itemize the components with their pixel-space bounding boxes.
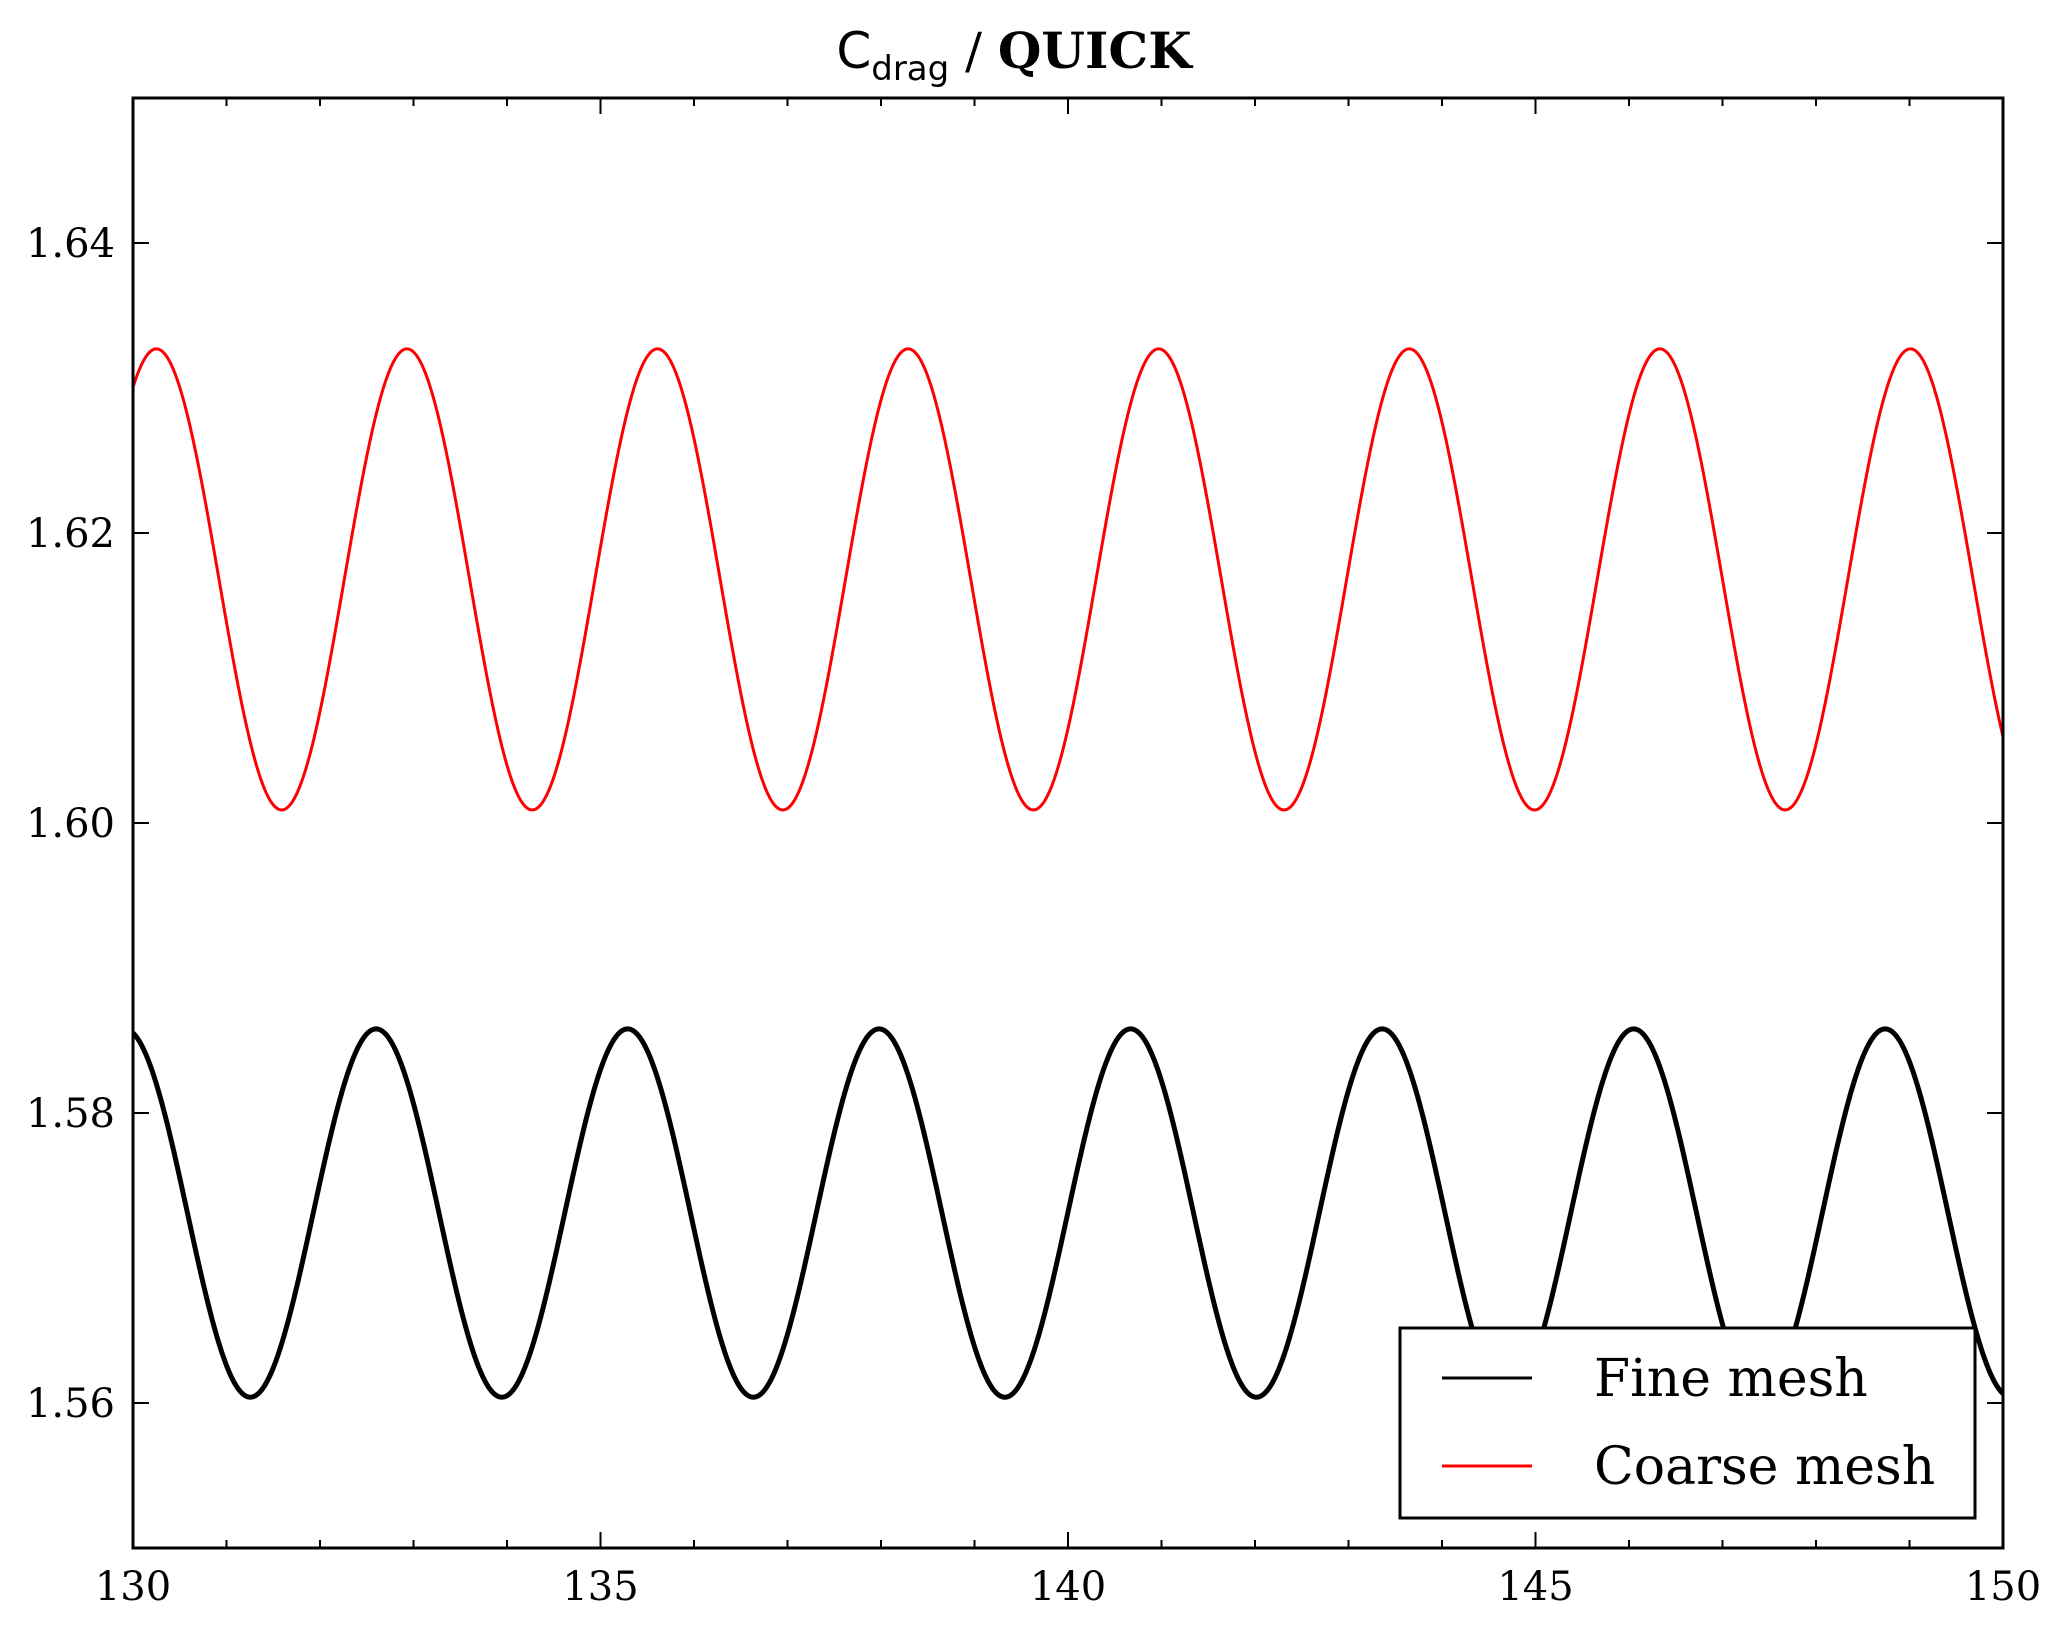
legend: Fine mesh Coarse mesh bbox=[1398, 1326, 1977, 1520]
tick-labels-layer: 130 135 140 145 150 1.56 1.58 1.60 1.62 1.64 bbox=[26, 221, 2041, 1610]
series-layer bbox=[133, 347, 2003, 1400]
chart-title-scheme: QUICK bbox=[998, 21, 1193, 80]
x-tick-label: 150 bbox=[1965, 1564, 2041, 1610]
series-line-fine-mesh bbox=[133, 1026, 2003, 1400]
x-tick-label: 140 bbox=[1030, 1564, 1106, 1610]
chart-title-subscript: drag bbox=[871, 49, 949, 89]
legend-box bbox=[1398, 1326, 1977, 1520]
y-tick-label: 1.60 bbox=[26, 801, 115, 847]
plot-frame bbox=[131, 96, 2005, 1550]
legend-label-fine-mesh: Fine mesh bbox=[1594, 1349, 1868, 1409]
series-line-coarse-mesh bbox=[133, 347, 2003, 812]
x-tick-label: 145 bbox=[1497, 1564, 1573, 1610]
y-tick-label: 1.64 bbox=[26, 221, 115, 267]
y-tick-label: 1.62 bbox=[26, 511, 115, 557]
chart-title-separator: / bbox=[949, 22, 998, 80]
x-tick-label: 135 bbox=[562, 1564, 638, 1610]
chart-title: Cdrag / QUICK bbox=[836, 21, 1193, 89]
x-tick-label: 130 bbox=[95, 1564, 171, 1610]
y-tick-label: 1.58 bbox=[26, 1091, 115, 1137]
y-tick-label: 1.56 bbox=[26, 1381, 115, 1427]
chart-title-symbol: C bbox=[836, 22, 871, 80]
legend-label-coarse-mesh: Coarse mesh bbox=[1594, 1437, 1935, 1497]
